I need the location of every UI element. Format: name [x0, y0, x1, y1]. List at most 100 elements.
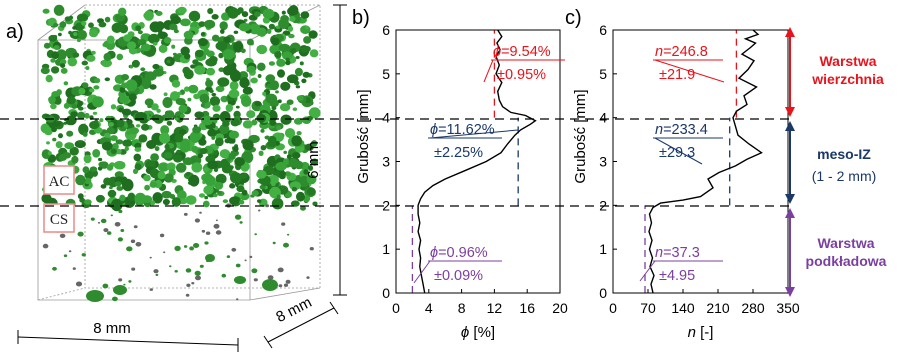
- grain: [152, 192, 163, 204]
- grain: [55, 141, 63, 149]
- grain: [311, 158, 319, 166]
- chart-b-ylabel: Grubość [mm]: [355, 89, 372, 183]
- grain: [296, 95, 304, 102]
- grain: [149, 84, 157, 90]
- y-tick-label: 2: [382, 197, 390, 213]
- grain: [83, 154, 92, 164]
- cs-label: CS: [50, 212, 68, 228]
- grain: [186, 283, 191, 287]
- grain: [53, 22, 59, 28]
- grain: [238, 22, 251, 32]
- grain: [63, 81, 69, 86]
- grain: [110, 214, 114, 217]
- grain: [115, 148, 122, 155]
- grain: [125, 119, 133, 125]
- grain: [276, 58, 286, 67]
- grain: [158, 44, 168, 54]
- grain: [290, 47, 297, 54]
- grain: [217, 190, 222, 195]
- grain: [251, 119, 258, 126]
- grain: [256, 170, 267, 179]
- grain: [103, 228, 109, 233]
- grain: [205, 79, 214, 88]
- grain: [308, 30, 318, 39]
- grain: [77, 111, 86, 120]
- grain: [303, 36, 312, 44]
- x-tick-label: 70: [640, 300, 656, 316]
- grain: [275, 90, 279, 94]
- grain: [94, 77, 101, 84]
- y-tick-label: 6: [382, 22, 390, 38]
- x-tick-label: 4: [425, 300, 433, 316]
- grain: [53, 121, 60, 127]
- grain: [290, 200, 300, 207]
- annotation-symbol: ϕ: [430, 122, 438, 138]
- grain: [277, 267, 284, 273]
- grain: [182, 66, 191, 75]
- grain: [132, 168, 139, 174]
- grain: [63, 254, 68, 257]
- annotation-sd: ±0.09%: [434, 268, 483, 284]
- profile-line: [417, 29, 537, 294]
- y-tick-label: 1: [599, 241, 607, 257]
- grain: [88, 22, 94, 29]
- grain: [137, 39, 147, 46]
- grain: [308, 107, 321, 119]
- x-tick-label: 16: [519, 300, 535, 316]
- grain: [52, 137, 57, 142]
- grain: [304, 46, 311, 52]
- grain: [66, 115, 77, 126]
- grain: [76, 38, 81, 42]
- region-meso-arrowhead-down: [785, 194, 795, 204]
- grain: [60, 67, 68, 74]
- grain: [161, 190, 172, 199]
- grain: [93, 85, 100, 90]
- grain: [295, 85, 301, 89]
- grain: [203, 167, 210, 173]
- grain: [78, 87, 86, 95]
- grain: [98, 21, 107, 28]
- grain: [135, 242, 142, 247]
- annotation-value: =0.96%: [438, 245, 488, 261]
- chart-c-frame: [612, 29, 789, 294]
- grain: [296, 131, 302, 136]
- grain: [306, 174, 317, 185]
- grain: [86, 54, 96, 62]
- annotation-sd: ±0.95%: [497, 67, 546, 83]
- grain: [72, 26, 77, 30]
- grain: [258, 150, 264, 156]
- grain: [174, 133, 184, 143]
- grain: [189, 246, 195, 251]
- grain: [194, 65, 206, 75]
- panel-c-letter: c): [565, 7, 582, 29]
- grain: [201, 115, 213, 126]
- grain: [147, 71, 154, 79]
- grain: [144, 184, 151, 191]
- grain: [122, 139, 133, 147]
- grain: [283, 283, 289, 287]
- grain: [203, 185, 214, 195]
- grain: [226, 157, 231, 162]
- grain: [150, 153, 160, 162]
- chart-c-xlabel: n [-]: [688, 324, 714, 341]
- grain: [104, 16, 111, 23]
- grain: [190, 64, 196, 69]
- grain: [115, 139, 124, 145]
- grain: [114, 171, 124, 179]
- grain: [214, 137, 224, 147]
- annotation-mean: ϕ=11.62%: [430, 122, 495, 138]
- grain: [215, 41, 228, 51]
- grain: [66, 96, 76, 105]
- grain: [215, 173, 227, 184]
- grain: [306, 276, 310, 279]
- grain: [281, 10, 286, 15]
- grain: [214, 181, 224, 190]
- grain: [92, 111, 98, 115]
- grain: [137, 30, 143, 35]
- grain: [226, 255, 231, 258]
- grain: [182, 157, 194, 166]
- grain: [176, 149, 182, 154]
- grain: [144, 98, 154, 106]
- grain: [244, 259, 247, 262]
- grain: [51, 51, 59, 60]
